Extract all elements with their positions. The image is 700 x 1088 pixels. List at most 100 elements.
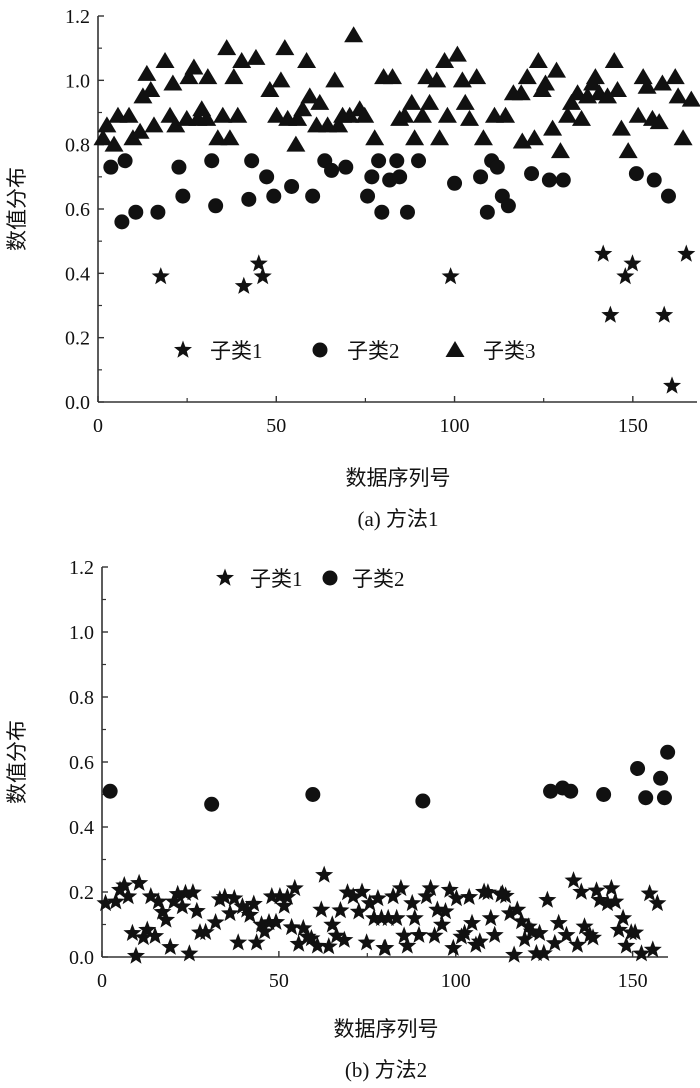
y-tick-label: 0.2 (65, 328, 90, 350)
data-point-star (173, 897, 192, 915)
data-point-triangle (517, 68, 537, 85)
data-point-star (157, 910, 176, 928)
data-point-star (444, 938, 463, 956)
data-point-star (344, 887, 363, 905)
data-point-star (349, 902, 368, 920)
data-point-triangle (97, 116, 117, 133)
data-point-star (432, 915, 451, 933)
data-point-triangle (598, 87, 618, 104)
data-point-star (237, 900, 256, 918)
data-point-star (632, 944, 651, 962)
data-point-circle (175, 188, 191, 204)
data-point-circle (241, 191, 257, 207)
y-tick-label: 0.8 (69, 687, 94, 709)
chart-b-caption: (b) 方法2 (344, 1058, 428, 1082)
data-point-circle (628, 166, 644, 182)
data-point-star (267, 912, 286, 930)
data-point-star (640, 884, 659, 902)
data-point-star (126, 946, 145, 964)
data-point-star (580, 925, 599, 943)
data-point-circle (541, 172, 557, 188)
data-point-triangle (197, 109, 217, 126)
data-point-circle (653, 770, 669, 786)
data-point-triangle (633, 68, 653, 85)
data-point-triangle (163, 74, 183, 91)
data-point-star (134, 928, 153, 946)
data-point-triangle (535, 74, 555, 91)
data-point-star (180, 944, 199, 962)
data-point-star (384, 887, 403, 905)
legend-marker-triangle (445, 341, 465, 357)
data-point-circle (389, 153, 405, 169)
data-point-triangle (673, 129, 693, 146)
data-point-circle (305, 188, 321, 204)
legend-label: 子类2 (352, 567, 405, 591)
data-point-triangle (344, 26, 364, 43)
data-point-star (623, 254, 642, 272)
data-point-star (387, 908, 406, 926)
data-point-star (463, 913, 482, 931)
data-point-triangle (628, 106, 648, 123)
data-point-circle (171, 159, 187, 175)
data-point-star (285, 878, 304, 897)
data-point-circle (360, 188, 376, 204)
data-point-star (360, 893, 379, 912)
data-point-star (391, 878, 410, 897)
data-point-triangle (402, 93, 422, 110)
data-point-star (575, 917, 594, 935)
data-point-star (225, 889, 244, 907)
data-point-star (308, 936, 327, 954)
data-point-triangle (293, 100, 313, 117)
legend-marker-circle (322, 570, 338, 586)
data-point-triangle (543, 119, 563, 136)
data-point-star (455, 923, 474, 941)
data-point-star (315, 865, 334, 883)
y-tick-label: 1.0 (65, 70, 90, 92)
data-point-triangle (473, 129, 493, 146)
data-point-circle (128, 204, 144, 220)
data-point-star (327, 926, 346, 944)
data-point-triangle (467, 68, 487, 85)
data-point-star (584, 928, 602, 946)
data-point-star (96, 893, 115, 912)
data-point-triangle (198, 68, 218, 85)
data-point-triangle (267, 106, 287, 123)
data-point-star (153, 902, 172, 920)
data-point-circle (114, 214, 130, 230)
y-tick-label: 1.2 (65, 6, 90, 28)
data-point-star (655, 305, 674, 323)
data-point-triangle (365, 129, 385, 146)
data-point-triangle (232, 52, 252, 69)
data-point-circle (103, 159, 119, 175)
data-point-star (187, 901, 206, 919)
data-point-star (470, 932, 489, 950)
data-point-star (398, 936, 417, 954)
data-point-star (253, 267, 272, 285)
data-point-star (210, 890, 229, 908)
data-point-circle (660, 188, 676, 204)
legend-marker-circle (312, 342, 328, 358)
data-point-triangle (665, 68, 685, 85)
data-point-star (123, 923, 142, 941)
data-point-triangle (329, 116, 349, 133)
data-point-triangle (652, 74, 672, 91)
data-point-star (538, 890, 557, 908)
data-point-star (115, 876, 134, 894)
data-point-circle (259, 169, 275, 185)
y-tick-label: 0.2 (69, 882, 94, 904)
data-point-star (294, 918, 313, 937)
data-point-star (302, 929, 321, 947)
data-point-star (505, 945, 524, 963)
data-point-triangle (511, 84, 531, 101)
data-point-star (648, 893, 667, 912)
legend-label: 子类2 (347, 339, 400, 363)
data-point-star (572, 882, 591, 900)
data-point-star (564, 871, 583, 889)
data-point-star (335, 930, 354, 948)
data-point-circle (284, 178, 300, 194)
data-point-triangle (604, 52, 624, 69)
legend-marker-star (174, 340, 192, 358)
data-point-star (557, 925, 576, 943)
data-point-circle (305, 787, 321, 802)
data-point-circle (374, 204, 390, 220)
